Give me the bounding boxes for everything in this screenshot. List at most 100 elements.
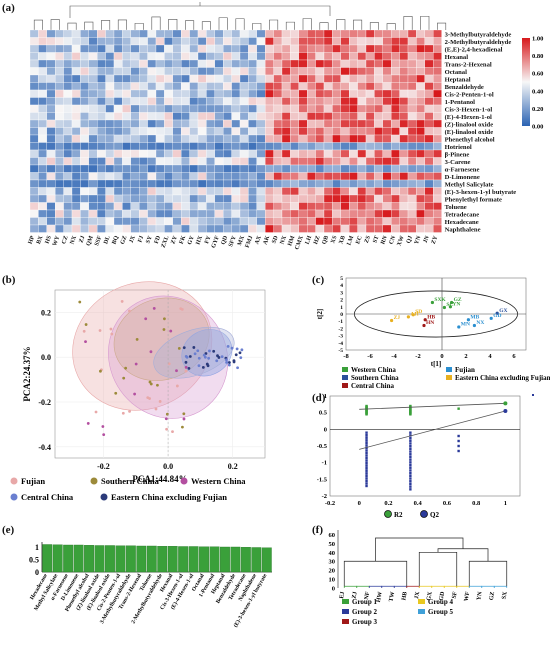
heatmap-cell (147, 82, 157, 91)
pls-point-label: HN (426, 320, 434, 326)
heatmap-cell (323, 209, 333, 218)
heatmap-cell (357, 224, 367, 233)
vip-y-tick-label: 1 (35, 543, 39, 552)
heatmap-cell (323, 142, 333, 151)
heatmap-cell (214, 179, 224, 188)
heatmap-cell (424, 202, 434, 211)
heatmap-cell (122, 97, 131, 106)
heatmap-cell (365, 149, 375, 158)
heatmap-cell (399, 134, 409, 143)
heatmap-cell (357, 217, 367, 226)
heatmap-cell (399, 82, 409, 91)
heatmap-cell (130, 82, 140, 91)
heatmap-cell (382, 44, 392, 53)
heatmap-cell (290, 187, 299, 196)
heatmap-cell (323, 82, 333, 91)
heatmap-cell (433, 67, 442, 76)
heatmap-cell (323, 179, 333, 188)
heatmap-cell (214, 217, 224, 226)
heatmap-cell (256, 82, 266, 91)
heatmap-cell (181, 142, 190, 151)
heatmap-cell (189, 89, 199, 98)
heatmap-cell (105, 149, 115, 158)
heatmap-cell (71, 209, 81, 218)
heatmap-cell (349, 224, 358, 233)
heatmap-cell (206, 44, 215, 53)
dendro-y-tick-label: 40 (329, 550, 336, 557)
heatmap-cell (315, 209, 325, 218)
heatmap-cell (206, 217, 215, 226)
heatmap-cell (239, 74, 249, 83)
column-label: JX (129, 235, 137, 245)
heatmap-cell (265, 52, 274, 61)
dendro-branch (418, 585, 433, 588)
dendro-legend-swatch (342, 599, 349, 604)
heatmap-cell (323, 37, 333, 46)
heatmap-cell (164, 52, 173, 61)
heatmap-cell (122, 194, 131, 203)
heatmap-cell (214, 194, 224, 203)
pca-point (134, 362, 138, 366)
heatmap-cell (256, 89, 266, 98)
heatmap-cell (265, 142, 274, 151)
heatmap-cell (315, 224, 325, 233)
heatmap-cell (382, 149, 392, 158)
row-label: 2-Methylbutyraldehyde (445, 39, 512, 46)
heatmap-cell (340, 74, 350, 83)
heatmap-cell (315, 179, 325, 188)
pls-point-label: SXK (434, 297, 446, 303)
heatmap-cell (80, 149, 89, 158)
heatmap-cell (164, 217, 173, 226)
heatmap-cell (71, 89, 81, 98)
heatmap-cell (374, 37, 383, 46)
heatmap-cell (315, 52, 325, 61)
heatmap-cell (105, 104, 115, 113)
heatmap-cell (223, 37, 232, 46)
heatmap-cell (113, 82, 123, 91)
heatmap-cell (273, 194, 283, 203)
heatmap-cell (281, 194, 291, 203)
heatmap-cell (223, 194, 232, 203)
heatmap-cell (139, 37, 148, 46)
heatmap-cell (315, 112, 325, 121)
heatmap-cell (382, 217, 392, 226)
heatmap-cell (80, 82, 89, 91)
heatmap-cell (172, 194, 182, 203)
heatmap-cell (130, 172, 140, 181)
heatmap-cell (122, 142, 131, 151)
heatmap-cell (416, 82, 425, 91)
dendrogram-branch (50, 19, 60, 30)
heatmap-cell (29, 37, 39, 46)
perm-q2-point (409, 458, 412, 461)
heatmap-cell (223, 157, 232, 166)
heatmap-cell (164, 104, 173, 113)
heatmap-cell (323, 119, 333, 128)
heatmap-cell (105, 209, 115, 218)
heatmap-cell (88, 59, 98, 68)
heatmap-cell (147, 44, 157, 53)
heatmap-cell (323, 29, 333, 38)
heatmap-cell (323, 52, 333, 61)
heatmap-cell (181, 89, 190, 98)
heatmap-cell (357, 112, 367, 121)
heatmap-cell (433, 127, 442, 136)
heatmap-cell (382, 67, 392, 76)
heatmap-cell (172, 29, 182, 38)
heatmap-cell (265, 172, 274, 181)
heatmap-cell (407, 209, 417, 218)
heatmap-cell (139, 209, 148, 218)
dendrogram-branch (67, 22, 77, 30)
heatmap-cell (147, 97, 157, 106)
perm-q2-point (409, 450, 412, 453)
pls-point (430, 300, 434, 305)
heatmap-cell (332, 224, 341, 233)
heatmap-cell (71, 172, 81, 181)
heatmap-cell (231, 202, 241, 211)
heatmap-cell (105, 74, 115, 83)
heatmap-cell (374, 209, 383, 218)
heatmap-cell (290, 97, 299, 106)
heatmap-cell (424, 164, 434, 173)
heatmap-cell (223, 82, 232, 91)
heatmap-cell (416, 179, 425, 188)
